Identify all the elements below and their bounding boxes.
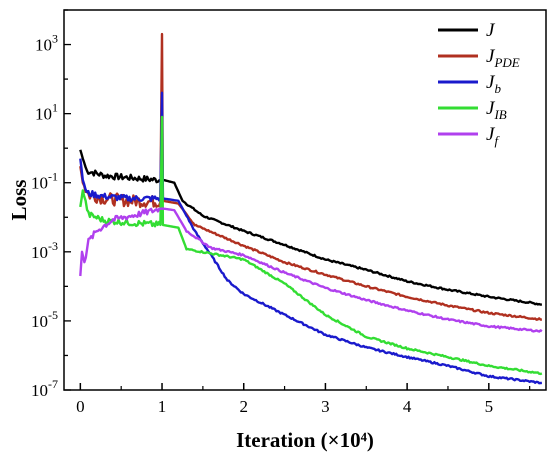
legend-entry: Jf: [486, 124, 500, 148]
y-axis-title: Loss: [7, 180, 31, 221]
legend-entry: JIB: [486, 98, 507, 122]
y-tick-label: 10-3: [31, 239, 58, 262]
series-layer: [79, 32, 543, 385]
x-tick-label: 5: [485, 397, 494, 416]
series-line-ib: [79, 115, 543, 376]
x-tick-label: 2: [239, 397, 248, 416]
legend-entry: J: [486, 20, 496, 41]
legend-entry: Jb: [486, 72, 501, 96]
x-tick-label: 1: [158, 397, 167, 416]
series-line-f: [79, 207, 543, 333]
x-axis-title: Iteration (×10⁴): [236, 428, 374, 452]
x-tick-label: 3: [321, 397, 330, 416]
y-tick-label: 10-1: [31, 170, 58, 193]
series-line-b: [79, 91, 542, 385]
x-tick-label: 0: [76, 397, 85, 416]
x-tick-label: 4: [403, 397, 412, 416]
series-line-total: [79, 149, 543, 306]
y-tick-label: 10-5: [31, 308, 58, 331]
ticks-layer: 0 1 2 3 4 5 10-7 10-5 10-3 10-1 101 103: [31, 9, 531, 416]
y-tick-label: 10-7: [31, 377, 58, 400]
series-line-pde: [79, 32, 542, 321]
legend-entry: JPDE: [486, 46, 520, 70]
y-tick-label: 103: [35, 32, 58, 55]
plot-frame: [63, 9, 547, 391]
y-tick-label: 101: [35, 101, 58, 124]
